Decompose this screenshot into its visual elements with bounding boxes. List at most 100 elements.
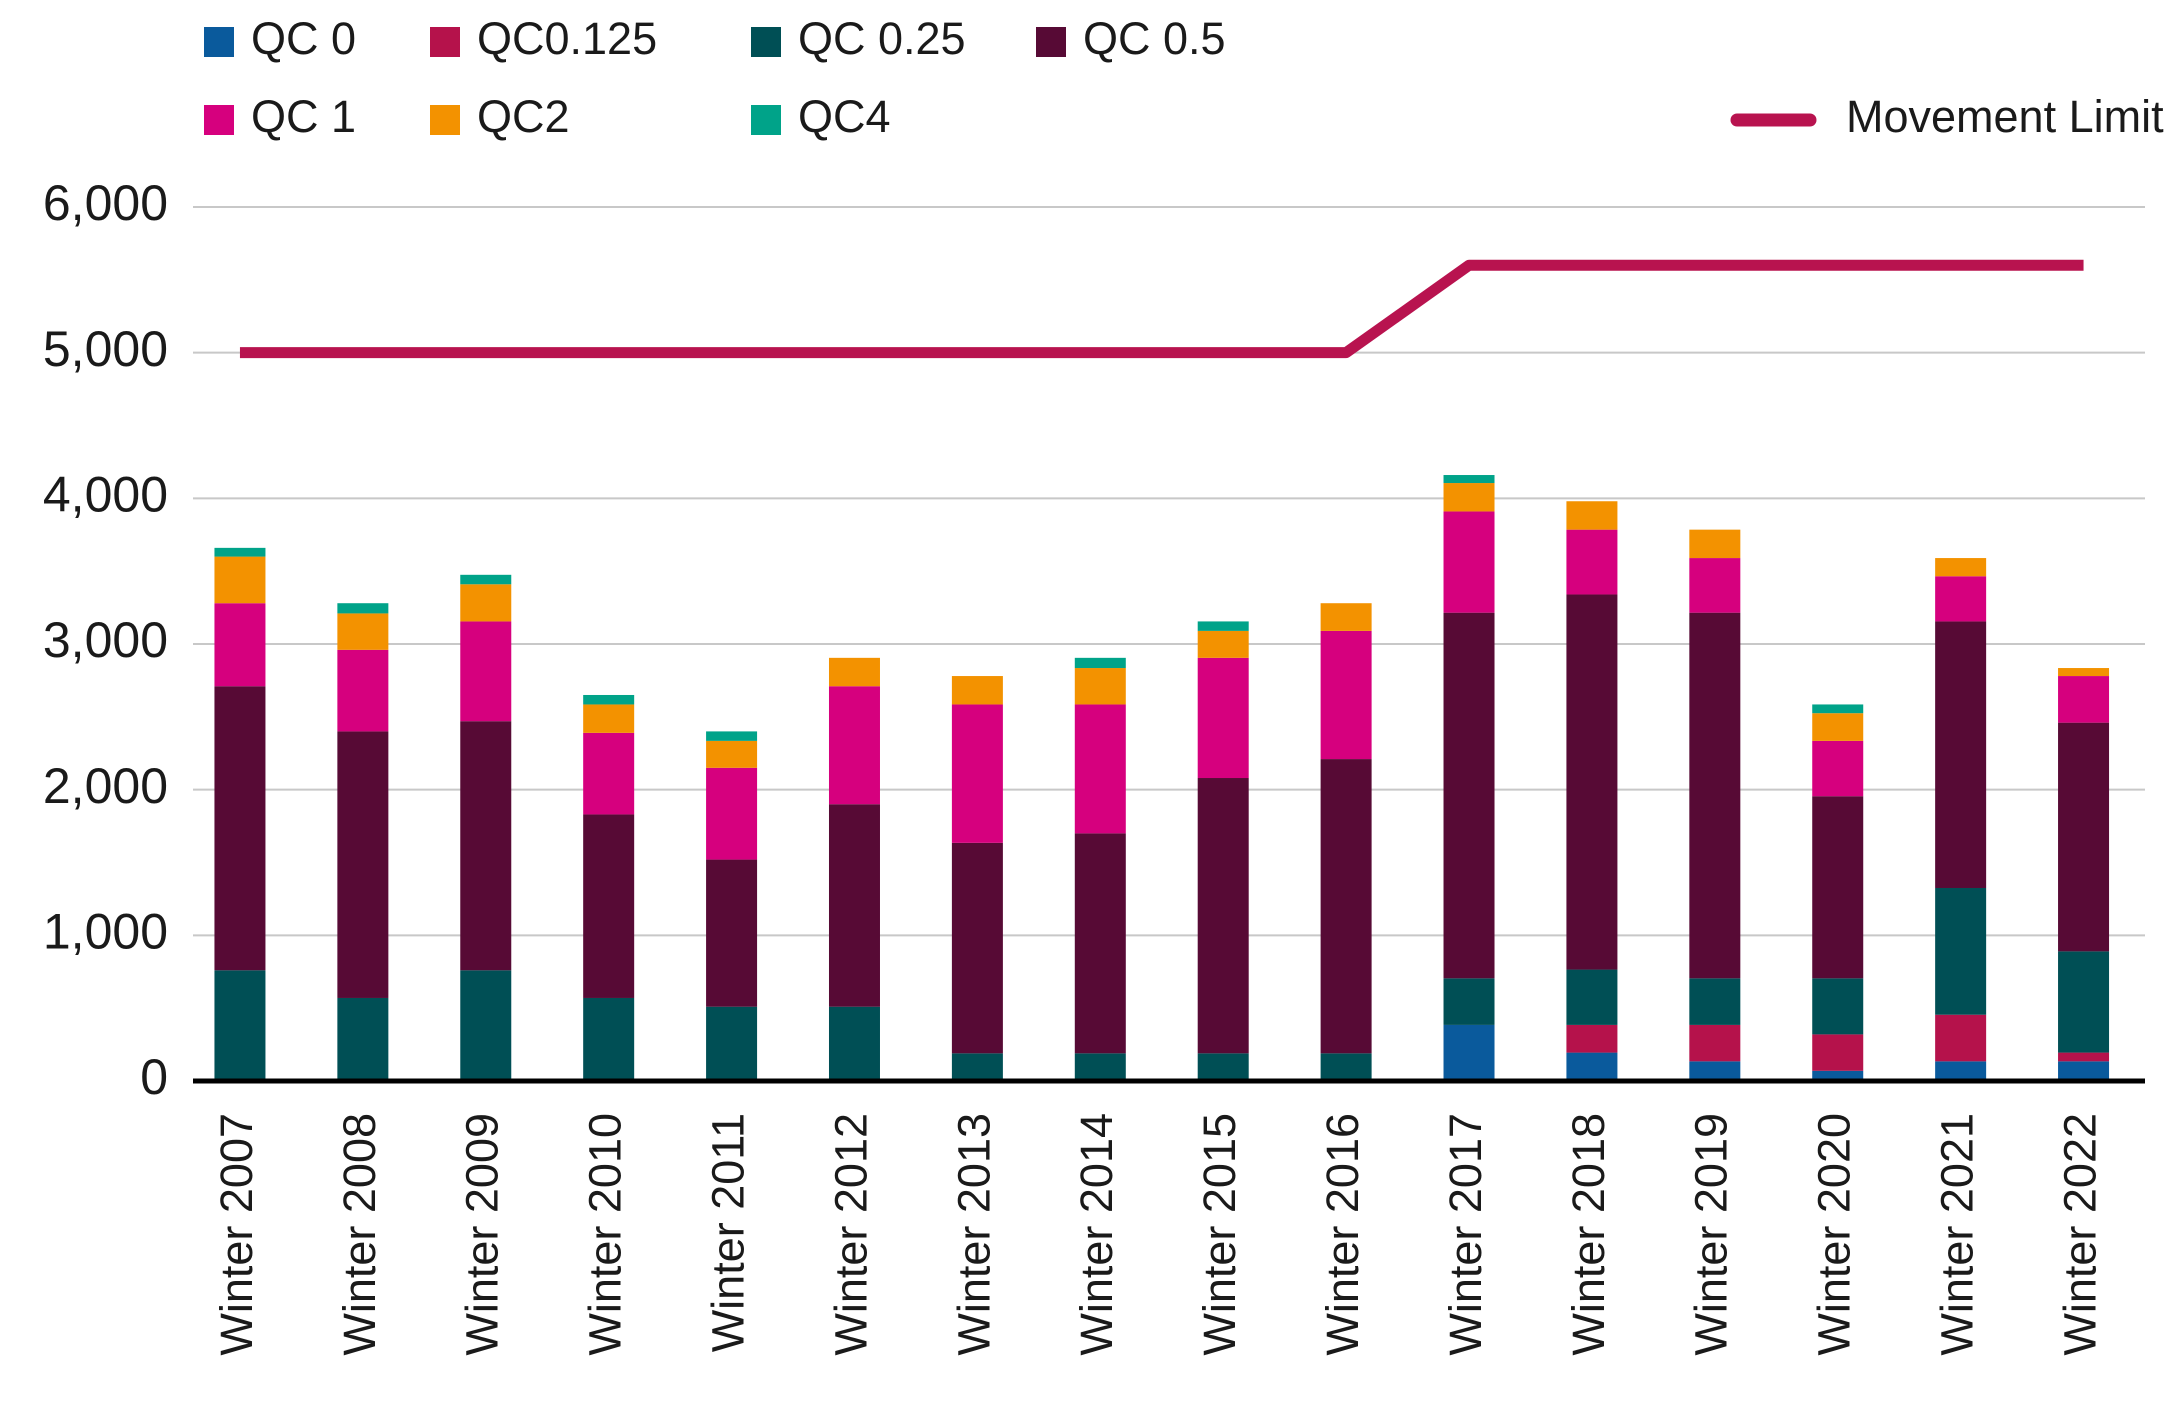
- legend-swatch: [751, 105, 781, 135]
- bar-segment: [337, 603, 389, 614]
- legend-label: QC 0.5: [1083, 13, 1226, 64]
- bar-segment: [706, 740, 758, 768]
- bar-segment: [828, 657, 880, 687]
- bar-segment: [1197, 1053, 1249, 1081]
- y-tick-label: 2,000: [43, 758, 168, 814]
- bar-segment: [1812, 796, 1864, 979]
- x-tick-label: Winter 2009: [457, 1113, 508, 1356]
- bar-segment: [1443, 612, 1495, 979]
- bar-segment: [951, 842, 1003, 1054]
- limit-line: [239, 259, 2084, 359]
- legend-swatch: [1036, 27, 1066, 57]
- bar-segment: [1935, 887, 1987, 1015]
- bar-segment: [1812, 1070, 1864, 1081]
- x-tick-label: Winter 2010: [580, 1113, 631, 1356]
- bar-segment: [583, 694, 635, 705]
- bar-segment: [337, 649, 389, 732]
- bar-segment: [1443, 1024, 1495, 1081]
- x-tick-label: Winter 2015: [1194, 1113, 1245, 1356]
- bar-segment: [1812, 704, 1864, 714]
- bar-segment: [337, 731, 389, 998]
- bar-segment: [1689, 1061, 1741, 1081]
- bar-segment: [583, 704, 635, 733]
- bar-segment: [1566, 594, 1618, 970]
- x-tick-label: Winter 2022: [2054, 1113, 2105, 1356]
- legend-label: Movement Limit: [1846, 91, 2164, 142]
- bar-segment: [1566, 529, 1618, 595]
- bar-segment: [1197, 778, 1249, 1054]
- bar-segment: [1320, 1053, 1372, 1081]
- legend-label: QC 1: [251, 91, 356, 142]
- bar-segment: [1935, 1014, 1987, 1062]
- legend-label: QC 0.25: [798, 13, 966, 64]
- bar-segment: [1074, 657, 1126, 669]
- bar-segment: [583, 814, 635, 998]
- bar-segment: [1689, 558, 1741, 613]
- bar-segment: [1689, 612, 1741, 979]
- bar-segment: [828, 686, 880, 805]
- bar-segment: [1812, 740, 1864, 797]
- bar-segment: [214, 970, 266, 1081]
- bar-segment: [1074, 833, 1126, 1054]
- bar-segment: [1074, 1053, 1126, 1081]
- bar-segment: [1566, 501, 1618, 530]
- bar-segment: [337, 997, 389, 1081]
- bar-segment: [951, 676, 1003, 705]
- x-tick-label: Winter 2019: [1686, 1113, 1737, 1356]
- legend-label: QC0.125: [477, 13, 657, 64]
- bar-segment: [1935, 558, 1987, 577]
- bar-segment: [2058, 668, 2110, 677]
- bar-segment: [1566, 1024, 1618, 1053]
- bar-segment: [1935, 1061, 1987, 1081]
- legend-label: QC2: [477, 91, 570, 142]
- bar-segment: [1074, 668, 1126, 705]
- y-tick-label: 5,000: [43, 321, 168, 377]
- legend-swatch: [751, 27, 781, 57]
- bar-segment: [214, 547, 266, 557]
- x-tick-label: Winter 2012: [825, 1113, 876, 1356]
- legend-swatch: [430, 105, 460, 135]
- bar-segment: [1197, 630, 1249, 658]
- bar-segment: [460, 584, 512, 622]
- bar-segment: [460, 574, 512, 585]
- x-tick-label: Winter 2020: [1809, 1113, 1860, 1356]
- bar-segment: [1074, 704, 1126, 834]
- bar-segment: [1197, 621, 1249, 631]
- bar-segment: [951, 1053, 1003, 1081]
- x-tick-label: Winter 2014: [1071, 1113, 1122, 1356]
- bar-segment: [1320, 630, 1372, 760]
- bar-segment: [2058, 951, 2110, 1053]
- y-tick-label: 6,000: [43, 175, 168, 231]
- legend-swatch: [204, 27, 234, 57]
- x-tick-label: Winter 2018: [1563, 1113, 1614, 1356]
- bar-segment: [1935, 576, 1987, 622]
- legend-label: QC 0: [251, 13, 356, 64]
- bar-segment: [583, 732, 635, 815]
- bar-segment: [214, 686, 266, 971]
- bar-segment: [1320, 759, 1372, 1054]
- bar-segment: [1566, 969, 1618, 1025]
- bar-segment: [706, 859, 758, 1007]
- bar-segment: [828, 1006, 880, 1081]
- bar-segment: [2058, 676, 2110, 723]
- bar-segment: [1689, 1024, 1741, 1062]
- bar-segment: [583, 997, 635, 1081]
- legend-swatch: [430, 27, 460, 57]
- bar-segment: [2058, 722, 2110, 952]
- bar-segment: [1812, 1034, 1864, 1071]
- x-tick-label: Winter 2007: [211, 1113, 262, 1356]
- x-tick-label: Winter 2011: [702, 1113, 753, 1352]
- x-tick-label: Winter 2008: [334, 1113, 385, 1356]
- bar-segment: [1812, 978, 1864, 1035]
- x-tick-label: Winter 2013: [948, 1113, 999, 1356]
- bar-segment: [337, 613, 389, 650]
- x-tick-label: Winter 2017: [1440, 1113, 1491, 1356]
- bar-segment: [706, 767, 758, 860]
- bar-segment: [214, 603, 266, 687]
- bar-segment: [1689, 978, 1741, 1025]
- x-tick-label: Winter 2016: [1317, 1113, 1368, 1356]
- bar-segment: [460, 970, 512, 1081]
- bar-segment: [1566, 1052, 1618, 1081]
- y-tick-label: 3,000: [43, 612, 168, 668]
